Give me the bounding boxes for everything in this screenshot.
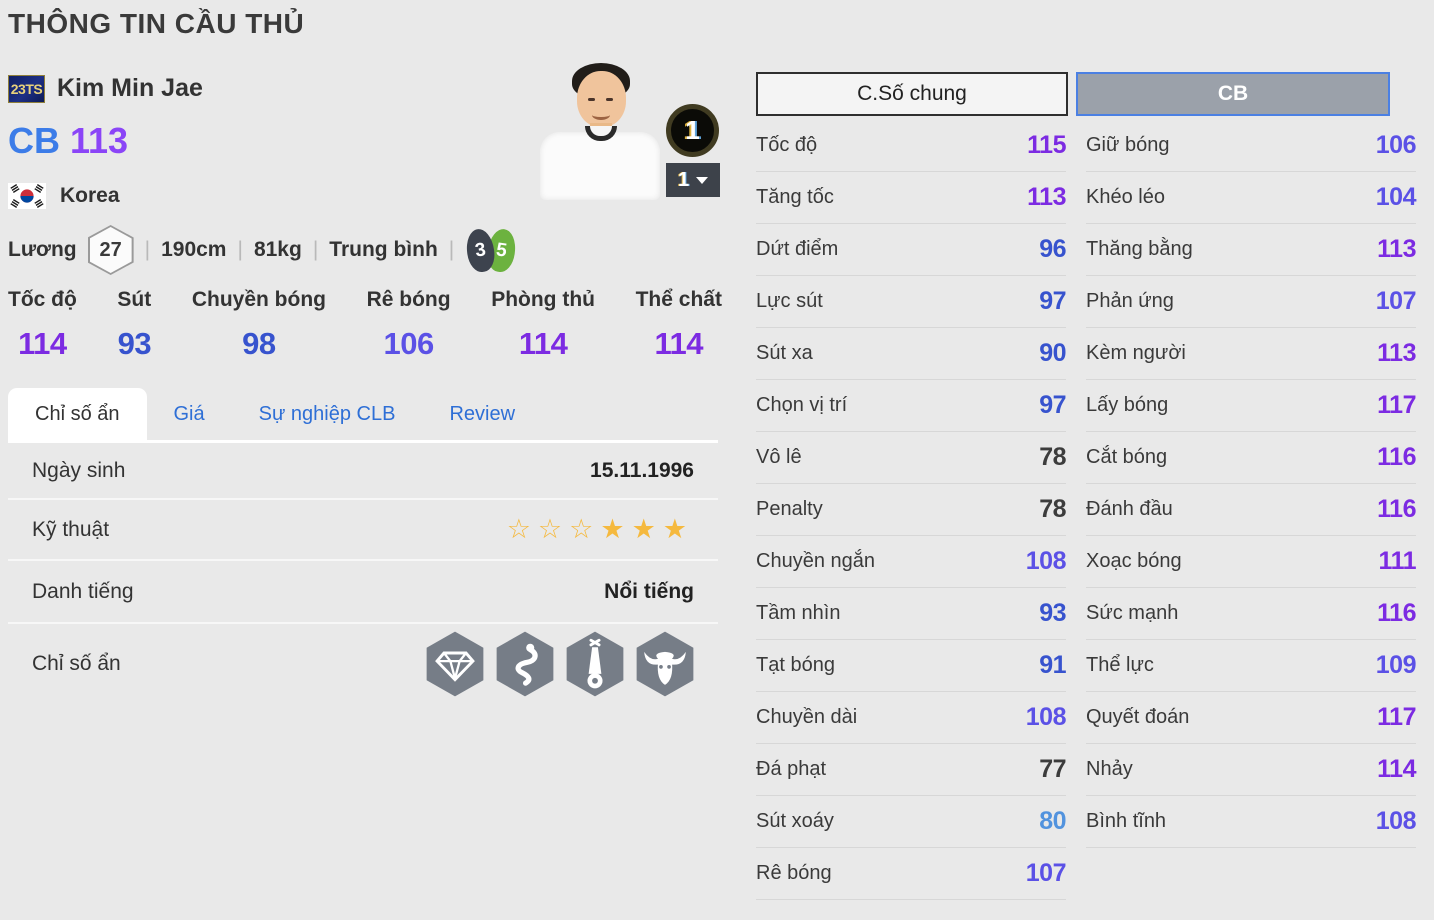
stat-row: Giữ bóng 106	[1086, 120, 1417, 172]
body-type-value: Trung bình	[329, 238, 438, 261]
row-skill-moves: Kỹ thuật ☆☆☆★★★	[8, 500, 718, 561]
position-rating: CB 113	[8, 120, 128, 162]
info-table: Ngày sinh 15.11.1996 Kỹ thuật ☆☆☆★★★ Dan…	[8, 443, 718, 703]
position-label: CB	[8, 120, 60, 161]
nation-row: Korea	[8, 183, 120, 209]
stat-row: Chuyền dài 108	[756, 692, 1067, 744]
weight-value: 81kg	[253, 238, 302, 261]
skill-stars: ☆☆☆★★★	[506, 514, 694, 544]
page-title: THÔNG TIN CẦU THỦ	[8, 8, 305, 39]
nation-label: Korea	[60, 184, 120, 207]
stat-row: Lấy bóng 117	[1086, 380, 1416, 432]
stat-row: Sút xoáy 80	[756, 796, 1066, 848]
cb-stats-button[interactable]: CB	[1076, 72, 1390, 116]
stat-row: Khéo léo 104	[1086, 172, 1417, 224]
fame-value: Nổi tiếng	[604, 579, 694, 603]
stat-row: Đánh đầu 116	[1086, 484, 1416, 536]
stat-row: Bình tĩnh 108	[1086, 796, 1417, 848]
tab-underline	[8, 440, 718, 443]
stat-row: Tốc độ 115	[756, 120, 1066, 172]
stat-row: Chuyền ngắn 108	[756, 536, 1067, 588]
snake-icon	[496, 631, 554, 696]
chevron-down-icon	[696, 176, 709, 184]
stat-row: Phản ứng 107	[1086, 276, 1417, 328]
salary-label: Lương	[8, 238, 77, 261]
stat-row: Đá phạt 77	[756, 744, 1066, 796]
korea-flag-icon	[8, 183, 46, 209]
main-stats-row: Tốc độ 114 Sút 93 Chuyền bóng 98 Rê bóng…	[8, 288, 722, 362]
tab-bar: Chỉ số ẩn Giá Sự nghiệp CLB Review	[8, 388, 718, 440]
tab-hidden-stats[interactable]: Chỉ số ẩn	[8, 388, 147, 440]
cb-stats-list: Giữ bóng 106 Khéo léo 104 Thăng bằng 113…	[1086, 120, 1417, 848]
grade-badge: 1	[666, 104, 719, 157]
player-name: Kim Min Jae	[57, 74, 203, 102]
main-stat: Sút 93	[117, 288, 152, 361]
salary-badge: 27	[87, 225, 134, 275]
overall-rating: 113	[70, 120, 129, 161]
general-stats-list: Tốc độ 115 Tăng tốc 113 Dứt điểm 96 Lực …	[756, 120, 1067, 900]
stat-row: Xoạc bóng 111	[1086, 536, 1417, 588]
stat-row: Tăng tốc 113	[756, 172, 1066, 224]
tab-review[interactable]: Review	[449, 402, 516, 425]
hidden-stat-icons	[426, 631, 694, 697]
player-photo	[532, 62, 668, 200]
stat-row: Penalty 78	[756, 484, 1066, 536]
stat-row: Tầm nhìn 93	[756, 588, 1066, 640]
player-identity: 23TS Kim Min Jae	[8, 74, 203, 103]
foot-rating: 3 5	[464, 226, 519, 274]
row-birthdate: Ngày sinh 15.11.1996	[8, 443, 718, 500]
stat-row: Chọn vị trí 97	[756, 380, 1066, 432]
stat-row: Tạt bóng 91	[756, 640, 1066, 692]
main-stat: Tốc độ 114	[8, 288, 77, 361]
stat-row: Sức mạnh 116	[1086, 588, 1416, 640]
main-stat: Phòng thủ 114	[491, 288, 595, 361]
grade-dropdown-value: 1	[677, 168, 690, 191]
gem-icon	[426, 631, 484, 696]
grade-dropdown[interactable]: 1	[666, 163, 720, 197]
stat-row: Quyết đoán 117	[1086, 692, 1416, 744]
totem-icon	[566, 631, 624, 696]
main-stat: Thể chất 114	[635, 288, 722, 361]
stat-row: Thăng bằng 113	[1086, 224, 1416, 276]
general-stats-button[interactable]: C.Số chung	[756, 72, 1068, 116]
stat-row: Sút xa 90	[756, 328, 1066, 380]
stat-row: Lực sút 97	[756, 276, 1066, 328]
tab-price[interactable]: Giá	[173, 402, 205, 425]
stat-row: Cắt bóng 116	[1086, 432, 1416, 484]
row-fame: Danh tiếng Nổi tiếng	[8, 561, 718, 624]
birthdate-value: 15.11.1996	[590, 458, 694, 482]
main-stat: Rê bóng 106	[366, 288, 451, 361]
main-stat: Chuyền bóng 98	[191, 288, 326, 361]
buffalo-icon	[636, 631, 694, 696]
tab-club-career[interactable]: Sự nghiệp CLB	[258, 402, 396, 425]
season-badge-23ts: 23TS	[8, 74, 45, 103]
stat-row: Nhảy 114	[1086, 744, 1416, 796]
bio-row: Lương 27 | 190cm | 81kg | Trung bình | 3…	[8, 225, 519, 275]
height-value: 190cm	[161, 238, 227, 261]
row-hidden-stats: Chỉ số ẩn	[8, 624, 718, 703]
stat-row: Thể lực 109	[1086, 640, 1417, 692]
stat-row: Kèm người 113	[1086, 328, 1416, 380]
stat-row: Dứt điểm 96	[756, 224, 1066, 276]
stat-row: Vô lê 78	[756, 432, 1066, 484]
stat-row: Rê bóng 107	[756, 848, 1067, 900]
